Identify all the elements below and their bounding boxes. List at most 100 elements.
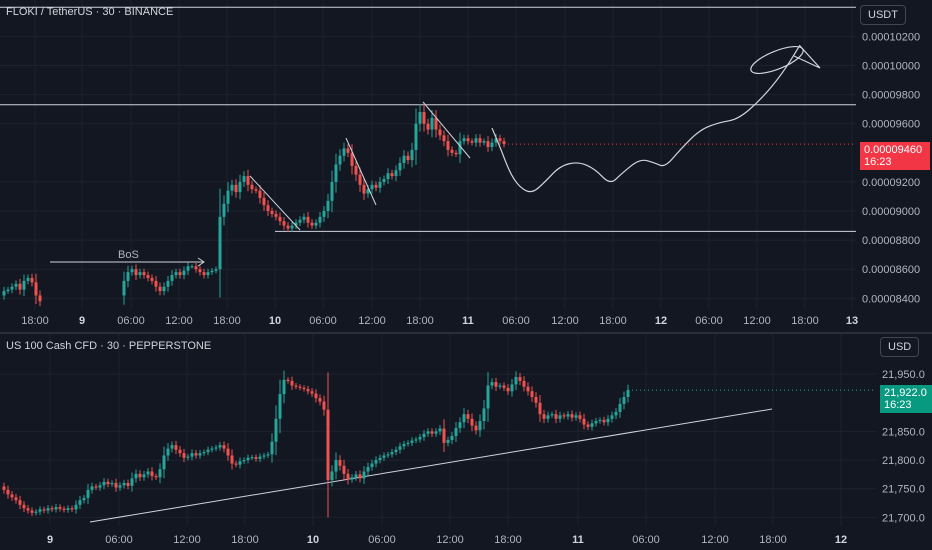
floki-trend-line bbox=[249, 175, 301, 231]
floki-x-tick-label: 10 bbox=[269, 315, 281, 327]
us100-candle bbox=[386, 454, 390, 456]
us100-candle bbox=[482, 408, 486, 422]
us100-candle bbox=[530, 391, 534, 397]
floki-candle bbox=[306, 216, 310, 223]
us100-candle bbox=[126, 483, 130, 486]
us100-candle bbox=[278, 394, 282, 419]
floki-candle bbox=[454, 152, 458, 155]
floki-candle bbox=[166, 280, 170, 287]
floki-y-tick-label: 0.00008600 bbox=[862, 264, 920, 276]
floki-x-tick-label: 18:00 bbox=[791, 315, 819, 327]
us100-candle bbox=[150, 471, 154, 477]
floki-y-tick-label: 0.00008400 bbox=[862, 293, 920, 305]
floki-candle bbox=[334, 164, 338, 182]
us100-candle bbox=[258, 456, 262, 459]
us100-y-tick-label: 21,750.0 bbox=[882, 484, 925, 496]
floki-candle bbox=[18, 283, 22, 290]
floki-x-tick-label: 11 bbox=[462, 315, 474, 327]
floki-candlestick-chart[interactable]: BoS 0.00010200 0.00010000 0.00009800 0.00009… bbox=[0, 0, 932, 332]
us100-candle bbox=[86, 489, 90, 498]
us100-candle bbox=[494, 382, 498, 387]
floki-candle bbox=[38, 295, 42, 302]
us100-candle bbox=[210, 448, 214, 450]
floki-x-tick-label: 12:00 bbox=[358, 315, 386, 327]
us100-candle bbox=[170, 445, 174, 449]
floki-candle bbox=[378, 181, 382, 188]
us100-candle bbox=[590, 423, 594, 427]
bos-label: BoS bbox=[118, 249, 139, 261]
floki-y-tick-label: 0.00009200 bbox=[862, 177, 920, 189]
us100-candle bbox=[442, 428, 446, 443]
us100-x-tick-label: 06:00 bbox=[368, 534, 396, 546]
us100-x-tick-label: 18:00 bbox=[759, 534, 787, 546]
us100-chart-pane[interactable]: 21,950.0 21,850.0 21,800.0 21,750.0 21,700.0… bbox=[0, 334, 932, 550]
us100-candle bbox=[226, 448, 230, 456]
us100-currency-button[interactable]: USD bbox=[880, 337, 920, 357]
us100-x-tick-label: 9 bbox=[47, 534, 53, 546]
us100-candle bbox=[346, 473, 350, 480]
us100-candle bbox=[362, 471, 366, 479]
us100-candle bbox=[514, 376, 518, 385]
floki-countdown: 16:23 bbox=[864, 156, 892, 168]
floki-candle bbox=[310, 222, 314, 226]
floki-candle bbox=[370, 184, 374, 190]
floki-candle bbox=[262, 197, 266, 206]
us100-candle bbox=[498, 385, 502, 387]
us100-candle bbox=[46, 508, 50, 511]
floki-candle bbox=[190, 266, 194, 268]
floki-candle bbox=[430, 117, 434, 130]
us100-candle bbox=[230, 455, 234, 464]
us100-candle bbox=[574, 415, 578, 418]
floki-candle bbox=[222, 203, 226, 217]
floki-candle bbox=[178, 272, 182, 276]
floki-candle bbox=[282, 221, 286, 226]
floki-candle bbox=[186, 266, 190, 271]
us100-candle bbox=[618, 403, 622, 412]
us100-candle bbox=[50, 508, 54, 510]
floki-currency-button[interactable]: USDT bbox=[860, 5, 906, 25]
us100-candle bbox=[382, 455, 386, 458]
floki-candle bbox=[418, 112, 422, 124]
us100-candle bbox=[542, 414, 546, 419]
pane-divider[interactable] bbox=[0, 332, 932, 334]
floki-candle bbox=[146, 275, 150, 278]
floki-candle bbox=[10, 286, 14, 290]
floki-candle bbox=[366, 189, 370, 194]
us100-candle bbox=[190, 453, 194, 457]
floki-candle bbox=[450, 149, 454, 153]
floki-candle bbox=[442, 135, 446, 142]
floki-chart-pane[interactable]: BoS 0.00010200 0.00010000 0.00009800 0.00009… bbox=[0, 0, 932, 332]
us100-candle bbox=[350, 477, 354, 480]
floki-candle bbox=[230, 184, 234, 191]
floki-last-price: 0.00009460 bbox=[864, 144, 923, 156]
floki-candle bbox=[218, 216, 222, 270]
floki-candle bbox=[354, 165, 358, 175]
floki-candle bbox=[338, 155, 342, 165]
us100-candle bbox=[370, 463, 374, 467]
us100-candle bbox=[82, 497, 86, 501]
us100-candle bbox=[306, 388, 310, 392]
floki-candle bbox=[14, 283, 18, 287]
us100-candle bbox=[402, 444, 406, 447]
floki-candle bbox=[242, 176, 246, 182]
us100-candle bbox=[154, 476, 158, 478]
floki-candle bbox=[410, 149, 414, 161]
us100-candle bbox=[178, 449, 182, 454]
us100-candle bbox=[450, 435, 454, 440]
us100-candle bbox=[418, 437, 422, 440]
us100-candlestick-chart[interactable]: 21,950.0 21,850.0 21,800.0 21,750.0 21,700.0… bbox=[0, 334, 932, 550]
us100-candle bbox=[158, 469, 162, 478]
us100-candle bbox=[594, 421, 598, 424]
us100-candle bbox=[2, 486, 6, 490]
floki-candle bbox=[330, 181, 334, 201]
floki-candle bbox=[434, 117, 438, 130]
us100-candle bbox=[22, 504, 26, 509]
floki-target-ellipse bbox=[750, 45, 804, 75]
us100-candle bbox=[334, 460, 338, 472]
us100-y-tick-label: 21,800.0 bbox=[882, 455, 925, 467]
us100-candle bbox=[426, 431, 430, 434]
floki-candle bbox=[486, 141, 490, 147]
us100-candle bbox=[70, 508, 74, 510]
floki-x-tick-label: 12:00 bbox=[743, 315, 771, 327]
floki-candle bbox=[182, 270, 186, 276]
